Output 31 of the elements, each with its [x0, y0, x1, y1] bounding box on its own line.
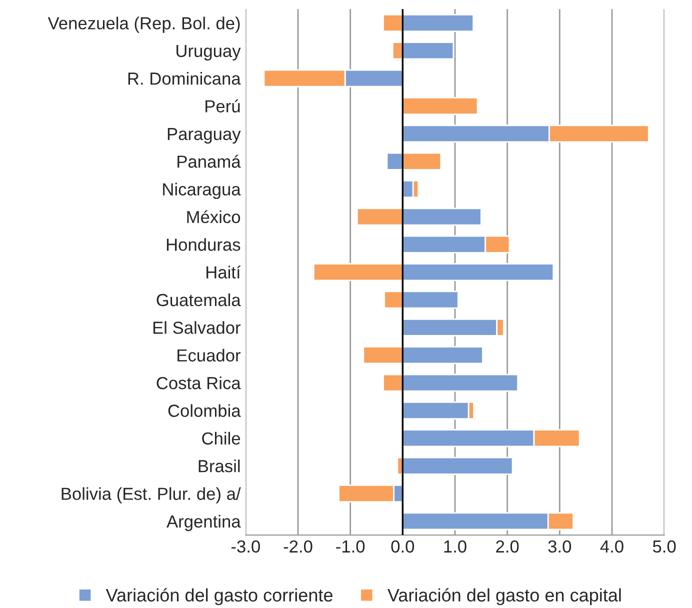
legend-label: Variación del gasto en capital [388, 588, 621, 606]
x-tick-label: -2.0 [284, 540, 312, 553]
y-tick-label: El Salvador [153, 321, 241, 334]
y-tick-label: Colombia [168, 404, 241, 417]
x-tick-label: 3.0 [548, 540, 572, 553]
y-tick-label: Argentina [166, 514, 241, 532]
y-tick-label: Guatemala [156, 293, 241, 306]
x-tick-label: 0.0 [391, 540, 414, 553]
y-tick-label: Bolivia (Est. Plur. de) a/ [62, 487, 241, 504]
x-tick-label: 1.0 [444, 540, 466, 553]
y-tick-label: Nicaragua [163, 182, 241, 199]
y-tick-label: Chile [202, 432, 240, 445]
y-tick-label: Ecuador [178, 348, 241, 362]
y-tick-label: Costa Rica [156, 376, 241, 390]
x-tick-label: 5.0 [652, 540, 676, 553]
y-tick-label: Honduras [166, 238, 240, 251]
x-tick-label: 2.0 [496, 540, 519, 553]
y-tick-label: Venezuela (Rep. Bol. de) [48, 16, 240, 33]
x-tick-label: -3.0 [231, 540, 260, 553]
x-tick-label: -1.0 [336, 540, 365, 553]
y-tick-label: Uruguay [176, 44, 241, 61]
y-tick-label: México [187, 210, 240, 224]
bar [402, 97, 478, 115]
y-tick-label: Brasil [198, 460, 240, 472]
y-tick-label: Perú [206, 100, 240, 112]
y-tick-label: Paraguay [168, 128, 241, 144]
y-tick-label: Haití [206, 266, 241, 279]
y-tick-label: R. Dominicana [128, 72, 241, 85]
legend-label: Variación del gasto corriente [106, 588, 332, 606]
y-tick-label: Panamá [178, 154, 241, 168]
x-tick-label: 4.0 [600, 540, 624, 553]
